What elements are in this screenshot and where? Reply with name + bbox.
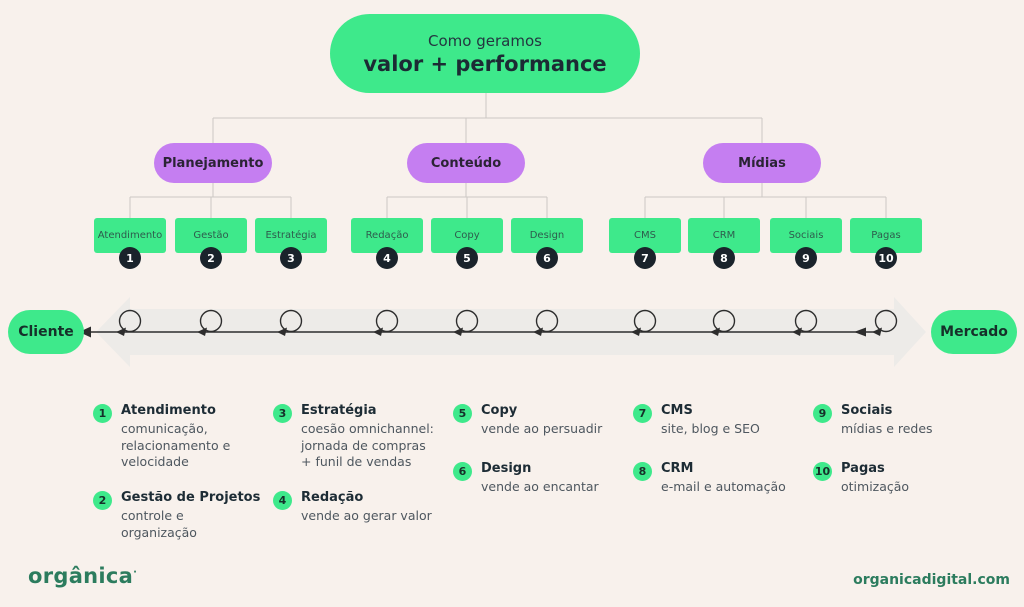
service-number-badge-10: 10 bbox=[875, 247, 897, 269]
service-number-badge-5: 5 bbox=[456, 247, 478, 269]
loop-arrowhead-icon bbox=[277, 327, 287, 336]
legend-title: Pagas bbox=[841, 461, 885, 476]
legend-description: site, blog e SEO bbox=[661, 421, 760, 436]
loop-arrowhead-icon bbox=[792, 327, 802, 336]
legend-title: Atendimento bbox=[121, 403, 216, 418]
mercado-pill: Mercado bbox=[931, 310, 1017, 354]
legend-number-badge: 5 bbox=[453, 404, 472, 423]
service-number-badge-2: 2 bbox=[200, 247, 222, 269]
loop-icon bbox=[279, 309, 303, 333]
legend-description: vende ao persuadir bbox=[481, 421, 603, 436]
loop-icon bbox=[794, 309, 818, 333]
category-pill-conteudo: Conteúdo bbox=[407, 143, 525, 183]
legend-title: Gestão de Projetos bbox=[121, 490, 261, 505]
loop-icon bbox=[455, 309, 479, 333]
legend-title: Design bbox=[481, 461, 532, 476]
service-number-badge-7: 7 bbox=[634, 247, 656, 269]
loop-arrowhead-icon bbox=[373, 327, 383, 336]
legend-title: CRM bbox=[661, 461, 694, 476]
legend-description: vende ao encantar bbox=[481, 479, 599, 494]
service-box-8: CRM bbox=[688, 218, 760, 253]
service-number-badge-6: 6 bbox=[536, 247, 558, 269]
flow-mid-arrowhead-icon bbox=[854, 327, 866, 337]
legend-item-4: 4 Redação vende ao gerar valor bbox=[273, 490, 435, 525]
legend-title: Estratégia bbox=[301, 403, 377, 418]
loop-arrowhead-icon bbox=[710, 327, 720, 336]
legend-item-3: 3 Estratégia coesão omnichannel: jornada d… bbox=[273, 403, 435, 471]
loop-icon bbox=[118, 309, 142, 333]
service-number-badge-8: 8 bbox=[713, 247, 735, 269]
legend-title: CMS bbox=[661, 403, 693, 418]
legend-description: e-mail e automação bbox=[661, 479, 786, 494]
loop-icon bbox=[712, 309, 736, 333]
legend-number-badge: 4 bbox=[273, 491, 292, 510]
flow-left-arrowhead-icon bbox=[79, 326, 91, 338]
loop-arrowhead-icon bbox=[533, 327, 543, 336]
loop-arrowhead-icon bbox=[453, 327, 463, 336]
legend-number-badge: 1 bbox=[93, 404, 112, 423]
loop-icon bbox=[633, 309, 657, 333]
service-number-badge-3: 3 bbox=[280, 247, 302, 269]
loop-icons-group bbox=[116, 309, 898, 336]
legend-number-badge: 10 bbox=[813, 462, 832, 481]
loop-icon bbox=[535, 309, 559, 333]
legend-number-badge: 8 bbox=[633, 462, 652, 481]
loop-icon bbox=[874, 309, 898, 333]
legend-item-10: 10 Pagas otimização bbox=[813, 461, 975, 496]
legend-description: otimização bbox=[841, 479, 910, 494]
legend-description: controle e organização bbox=[121, 508, 197, 540]
service-number-badge-9: 9 bbox=[795, 247, 817, 269]
legend-number-badge: 2 bbox=[93, 491, 112, 510]
title-line1: Como geramos bbox=[428, 31, 542, 50]
cliente-pill: Cliente bbox=[8, 310, 84, 354]
site-url: organicadigital.com bbox=[853, 572, 1010, 588]
legend-number-badge: 6 bbox=[453, 462, 472, 481]
legend-description: vende ao gerar valor bbox=[301, 508, 432, 523]
logo-mark-icon: · bbox=[133, 567, 138, 578]
legend-number-badge: 7 bbox=[633, 404, 652, 423]
loop-arrowhead-icon bbox=[116, 327, 126, 336]
legend-item-9: 9 Sociais mídias e redes bbox=[813, 403, 975, 438]
legend-number-badge: 3 bbox=[273, 404, 292, 423]
legend-title: Redação bbox=[301, 490, 364, 505]
category-pill-midias: Mídias bbox=[703, 143, 821, 183]
legend-title: Sociais bbox=[841, 403, 893, 418]
legend-description: comunicação, relacionamento e velocidade bbox=[121, 421, 231, 469]
loop-icon bbox=[199, 309, 223, 333]
title-card: Como geramos valor + performance bbox=[330, 14, 640, 93]
loop-arrowhead-icon bbox=[872, 327, 882, 336]
legend-description: coesão omnichannel: jornada de compras +… bbox=[301, 421, 434, 469]
legend-item-7: 7 CMS site, blog e SEO bbox=[633, 403, 795, 438]
legend-number-badge: 9 bbox=[813, 404, 832, 423]
organica-logo: orgânica· bbox=[28, 564, 137, 588]
legend-item-6: 6 Design vende ao encantar bbox=[453, 461, 615, 496]
service-number-badge-4: 4 bbox=[376, 247, 398, 269]
legend-item-5: 5 Copy vende ao persuadir bbox=[453, 403, 615, 438]
legend-item-1: 1 Atendimento comunicação, relacionamento … bbox=[93, 403, 255, 471]
loop-icon bbox=[375, 309, 399, 333]
title-line2: valor + performance bbox=[363, 51, 607, 76]
legend-title: Copy bbox=[481, 403, 518, 418]
service-box-6: Design bbox=[511, 218, 583, 253]
logo-text: orgânica bbox=[28, 564, 134, 588]
legend-item-2: 2 Gestão de Projetos controle e organizaçã… bbox=[93, 490, 260, 541]
category-pill-planejamento: Planejamento bbox=[154, 143, 272, 183]
service-number-badge-1: 1 bbox=[119, 247, 141, 269]
loop-arrowhead-icon bbox=[197, 327, 207, 336]
loop-arrowhead-icon bbox=[631, 327, 641, 336]
legend-description: mídias e redes bbox=[841, 421, 933, 436]
legend-item-8: 8 CRM e-mail e automação bbox=[633, 461, 795, 496]
